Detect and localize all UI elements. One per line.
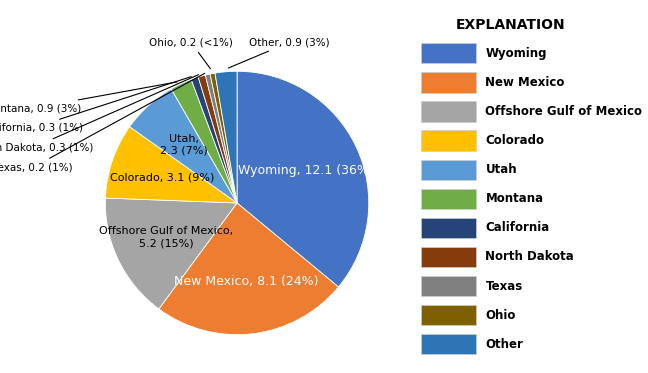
Text: Wyoming: Wyoming — [485, 47, 547, 60]
Text: New Mexico: New Mexico — [485, 76, 565, 89]
Text: Ohio, 0.2 (<1%): Ohio, 0.2 (<1%) — [149, 37, 233, 69]
Wedge shape — [237, 71, 369, 287]
Wedge shape — [198, 75, 237, 203]
FancyBboxPatch shape — [421, 160, 476, 180]
Text: North Dakota: North Dakota — [485, 251, 574, 263]
Wedge shape — [106, 127, 237, 203]
Text: Ohio: Ohio — [485, 309, 516, 322]
FancyBboxPatch shape — [421, 131, 476, 151]
Wedge shape — [106, 198, 237, 309]
FancyBboxPatch shape — [421, 334, 476, 354]
Text: Utah: Utah — [485, 163, 517, 176]
Text: Colorado: Colorado — [485, 134, 544, 147]
Text: Montana: Montana — [485, 192, 544, 205]
FancyBboxPatch shape — [421, 43, 476, 63]
FancyBboxPatch shape — [421, 189, 476, 209]
Text: New Mexico, 8.1 (24%): New Mexico, 8.1 (24%) — [174, 275, 319, 288]
FancyBboxPatch shape — [421, 276, 476, 296]
FancyBboxPatch shape — [421, 218, 476, 238]
Wedge shape — [159, 203, 338, 335]
Text: Offshore Gulf of Mexico,
5.2 (15%): Offshore Gulf of Mexico, 5.2 (15%) — [98, 226, 233, 248]
Wedge shape — [130, 89, 237, 203]
Text: North Dakota, 0.3 (1%): North Dakota, 0.3 (1%) — [0, 75, 198, 153]
Wedge shape — [205, 74, 237, 203]
Text: Other, 0.9 (3%): Other, 0.9 (3%) — [228, 37, 330, 68]
Wedge shape — [215, 71, 237, 203]
FancyBboxPatch shape — [421, 101, 476, 122]
Text: Texas, 0.2 (1%): Texas, 0.2 (1%) — [0, 73, 205, 172]
Text: Montana, 0.9 (3%): Montana, 0.9 (3%) — [0, 82, 177, 113]
Text: Other: Other — [485, 338, 524, 351]
Text: Wyoming, 12.1 (36%): Wyoming, 12.1 (36%) — [238, 164, 374, 177]
FancyBboxPatch shape — [421, 305, 476, 325]
Text: Offshore Gulf of Mexico: Offshore Gulf of Mexico — [485, 105, 642, 118]
FancyBboxPatch shape — [421, 72, 476, 93]
FancyBboxPatch shape — [421, 247, 476, 267]
Text: California: California — [485, 221, 550, 234]
Wedge shape — [171, 79, 237, 203]
Wedge shape — [210, 73, 237, 203]
Text: Utah,
2.3 (7%): Utah, 2.3 (7%) — [160, 134, 208, 155]
Wedge shape — [191, 77, 237, 203]
Text: California, 0.3 (1%): California, 0.3 (1%) — [0, 76, 191, 133]
Text: EXPLANATION: EXPLANATION — [456, 18, 566, 32]
Text: Colorado, 3.1 (9%): Colorado, 3.1 (9%) — [110, 173, 214, 182]
Text: Texas: Texas — [485, 280, 523, 292]
